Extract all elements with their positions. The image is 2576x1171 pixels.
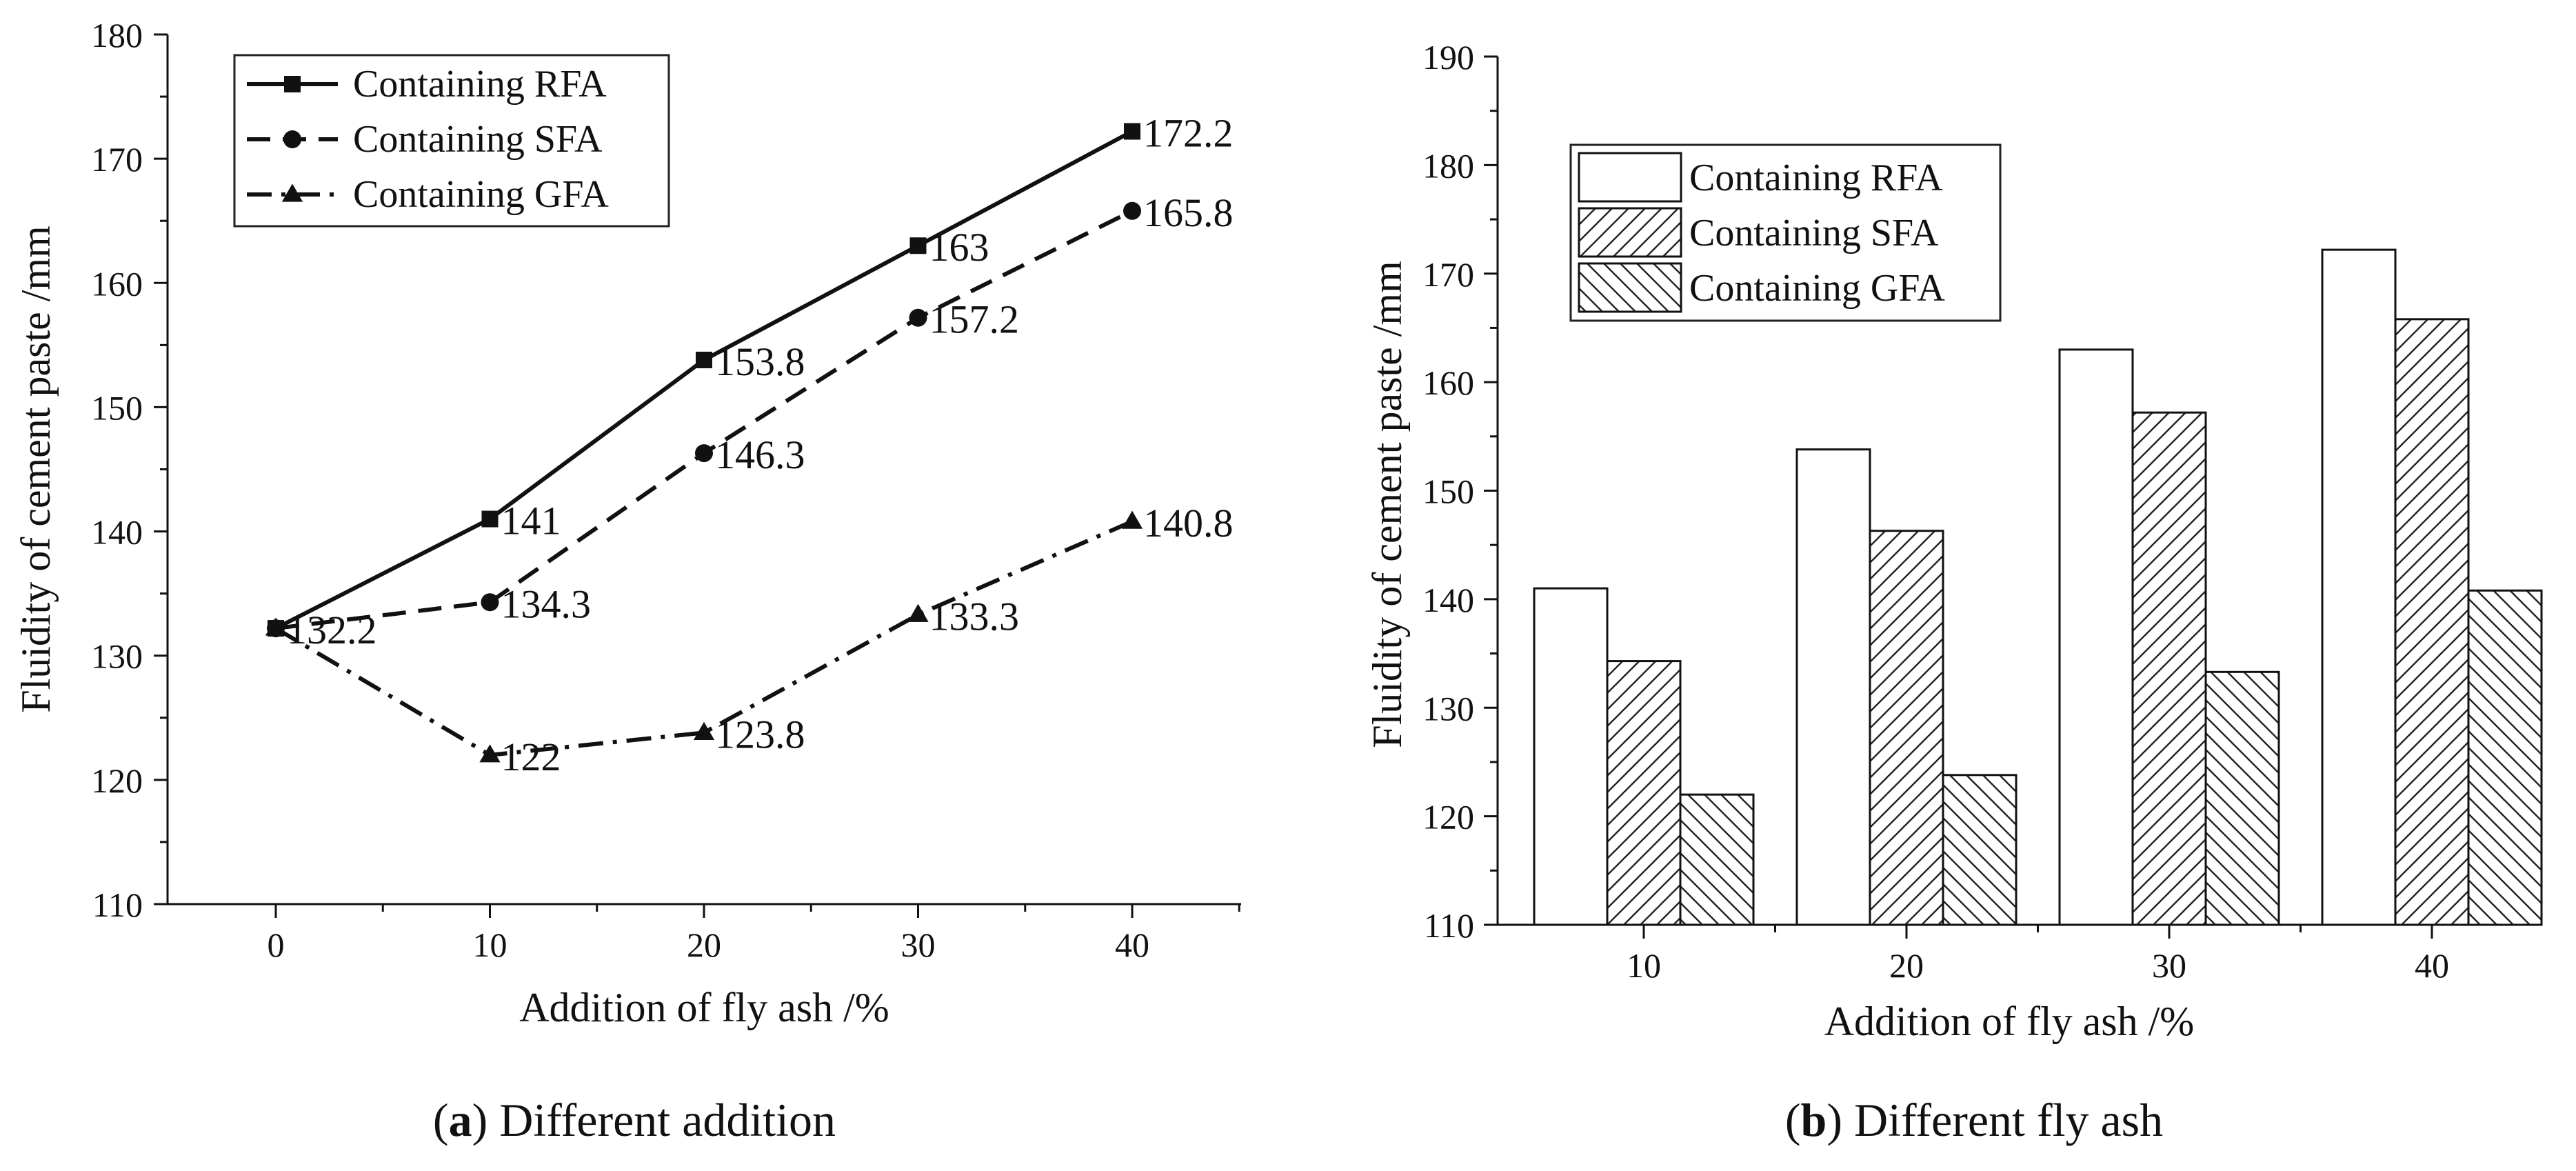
line-chart-legend: Containing RFA Containing SFA Containing G… — [233, 54, 670, 228]
line-data-label: 140.8 — [1143, 501, 1234, 546]
line-point — [1124, 123, 1140, 140]
line-chart-y-tick-label: 130 — [91, 637, 143, 676]
line-point — [909, 308, 927, 327]
line-chart-x-tick-label: 20 — [687, 925, 721, 964]
line-point — [1121, 510, 1143, 529]
line-chart-x-tick-label: 40 — [1115, 925, 1149, 964]
line-data-label: 172.2 — [1143, 111, 1234, 156]
line-series-containing-sfa — [275, 209, 1134, 631]
line-point — [693, 721, 715, 740]
bar-containing-sfa — [1869, 530, 1944, 926]
legend-marker — [283, 130, 301, 148]
bar-chart-y-tick-label: 150 — [1422, 472, 1474, 511]
bar-chart-legend: Containing RFA Containing SFA Containing G… — [1569, 143, 2002, 322]
line-chart-y-tick-label: 150 — [91, 388, 143, 427]
line-data-label: 153.8 — [715, 339, 805, 384]
legend-swatch — [1578, 262, 1682, 313]
bar-chart-bars — [1533, 248, 2543, 926]
line-point — [909, 237, 927, 254]
bar-chart-y-tick-label: 140 — [1422, 581, 1474, 619]
bar-chart-y-axis-label: Fluidity of cement paste /mm — [1365, 261, 1410, 748]
line-chart-x-tick-label: 30 — [901, 925, 936, 964]
line-chart-y-axis-label: Fluidity of cement paste /mm — [13, 226, 59, 713]
caption-b-text: Different fly ash — [1853, 1094, 2164, 1146]
caption-a: (a) Different addition — [432, 1094, 836, 1146]
line-point — [696, 351, 712, 368]
line-data-label: 122 — [501, 734, 561, 779]
bar-containing-rfa — [2321, 248, 2397, 926]
line-data-label: 141 — [501, 499, 561, 543]
bar-chart-x-tick-label: 20 — [1889, 946, 1924, 985]
line-point — [695, 444, 713, 463]
line-data-label: 146.3 — [715, 432, 805, 477]
line-point — [907, 603, 929, 622]
line-data-label: 133.3 — [929, 594, 1020, 639]
bar-containing-rfa — [1795, 448, 1871, 926]
line-chart-y-tick-label: 170 — [91, 140, 143, 179]
bar-chart-y-tick-label: 160 — [1422, 363, 1474, 402]
bar-chart-x-axis-label: Addition of fly ash /% — [1824, 999, 2195, 1044]
bar-containing-sfa — [2131, 411, 2207, 926]
bar-chart-x-tick-label: 40 — [2415, 946, 2449, 985]
line-chart-markers — [265, 123, 1143, 763]
caption-b-letter: b — [1800, 1094, 1827, 1146]
bar-chart-y-tick-label: 130 — [1422, 689, 1474, 728]
legend-entry-label: Containing GFA — [353, 173, 609, 216]
bar-containing-gfa — [1679, 793, 1755, 926]
bar-chart-x-tick-label: 30 — [2152, 946, 2186, 985]
line-series-containing-gfa — [274, 519, 1134, 757]
line-chart-data-labels: 132.2 141 153.8 163 172.2 134.3 146.3 157.2 165.… — [287, 111, 1234, 779]
bar-chart-panel: 110 120 130 140 150 160 170 180 190 10 20 30 40 Addi… — [1365, 38, 2543, 1044]
legend-marker — [284, 76, 301, 92]
line-chart-y-tick-label: 140 — [91, 513, 143, 552]
bar-containing-gfa — [2467, 589, 2543, 926]
legend-swatch — [1578, 207, 1682, 258]
bar-containing-rfa — [1533, 587, 1609, 926]
line-point — [481, 510, 499, 528]
bar-containing-rfa — [2058, 348, 2134, 926]
bar-containing-gfa — [2204, 670, 2280, 926]
line-chart-axes: 110 120 130 140 150 160 170 180 0 10 20 30 40 — [91, 16, 1241, 964]
line-data-label: 132.2 — [287, 608, 377, 652]
line-chart-y-tick-label: 160 — [91, 264, 143, 303]
line-point — [479, 744, 501, 763]
legend-marker — [281, 183, 303, 202]
bar-chart-x-tick-label: 10 — [1627, 946, 1661, 985]
bar-containing-sfa — [1606, 660, 1682, 926]
line-point — [265, 617, 287, 636]
line-data-label: 123.8 — [715, 712, 805, 757]
bar-containing-sfa — [2394, 318, 2470, 926]
line-data-label: 163 — [929, 225, 989, 270]
bar-chart-y-tick-label: 180 — [1422, 146, 1474, 185]
bar-chart-axes: 110 120 130 140 150 160 170 180 190 10 20 30 40 — [1422, 38, 2542, 985]
line-chart-x-tick-label: 10 — [473, 925, 507, 964]
legend-entry-label: Containing RFA — [353, 63, 607, 106]
bar-chart-y-tick-label: 110 — [1424, 906, 1474, 945]
line-point — [1123, 201, 1141, 220]
line-chart-y-tick-label: 120 — [91, 761, 143, 800]
line-chart-y-tick-label: 180 — [91, 16, 143, 54]
line-data-label: 165.8 — [1143, 190, 1234, 235]
bar-chart-y-tick-label: 190 — [1422, 38, 1474, 77]
legend-entry-label: Containing SFA — [1689, 212, 1939, 254]
legend-entry-label: Containing GFA — [1689, 267, 1945, 310]
line-data-label: 157.2 — [929, 297, 1020, 342]
line-chart-x-axis-label: Addition of fly ash /% — [519, 985, 889, 1030]
caption-a-letter: a — [448, 1094, 472, 1146]
caption-a-text: Different addition — [499, 1094, 836, 1146]
legend-entry-label: Containing RFA — [1689, 157, 1943, 199]
bar-chart-y-tick-label: 120 — [1422, 798, 1474, 837]
bar-chart-y-tick-label: 170 — [1422, 255, 1474, 294]
bar-containing-gfa — [1942, 774, 2017, 926]
line-chart-y-tick-label: 110 — [92, 885, 143, 924]
line-point — [481, 593, 499, 612]
legend-entry-label: Containing SFA — [353, 118, 603, 161]
caption-b: (b) Different fly ash — [1784, 1094, 2164, 1146]
line-chart-x-tick-label: 0 — [268, 925, 285, 964]
line-data-label: 134.3 — [501, 581, 592, 626]
legend-swatch — [1578, 152, 1682, 203]
